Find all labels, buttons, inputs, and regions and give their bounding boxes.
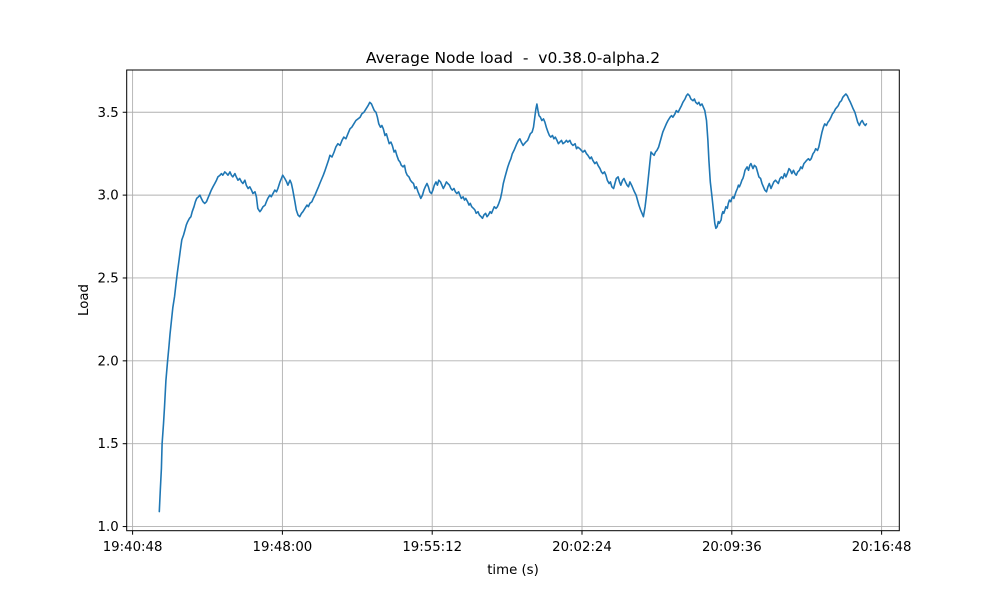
axes-spines — [126, 69, 900, 532]
x-tick-label: 20:16:48 — [852, 540, 912, 555]
grid-lines — [126, 70, 900, 531]
plot-border — [126, 69, 900, 532]
x-axis-label: time (s) — [487, 563, 539, 578]
x-tick-label: 19:55:12 — [402, 540, 462, 555]
load-series-line — [158, 93, 868, 513]
y-axis-label: Load — [77, 284, 92, 316]
tick-labels: 19:40:48 19:48:00 19:55:12 20:02:24 20:09:36… — [98, 106, 912, 555]
x-tick-label: 20:09:36 — [702, 540, 762, 555]
tick-marks — [122, 111, 883, 535]
data-series-layer — [158, 93, 868, 513]
y-tick-label: 3.5 — [98, 106, 119, 121]
x-tick-label: 19:40:48 — [103, 540, 163, 555]
y-tick-label: 2.0 — [98, 354, 119, 369]
y-tick-label: 2.5 — [98, 271, 119, 286]
x-tick-label: 19:48:00 — [253, 540, 313, 555]
y-tick-label: 3.0 — [98, 189, 119, 204]
x-tick-label: 20:02:24 — [552, 540, 612, 555]
chart-title: Average Node load - v0.38.0-alpha.2 — [366, 49, 660, 67]
y-tick-label: 1.5 — [98, 437, 119, 452]
y-tick-label: 1.0 — [98, 520, 119, 535]
